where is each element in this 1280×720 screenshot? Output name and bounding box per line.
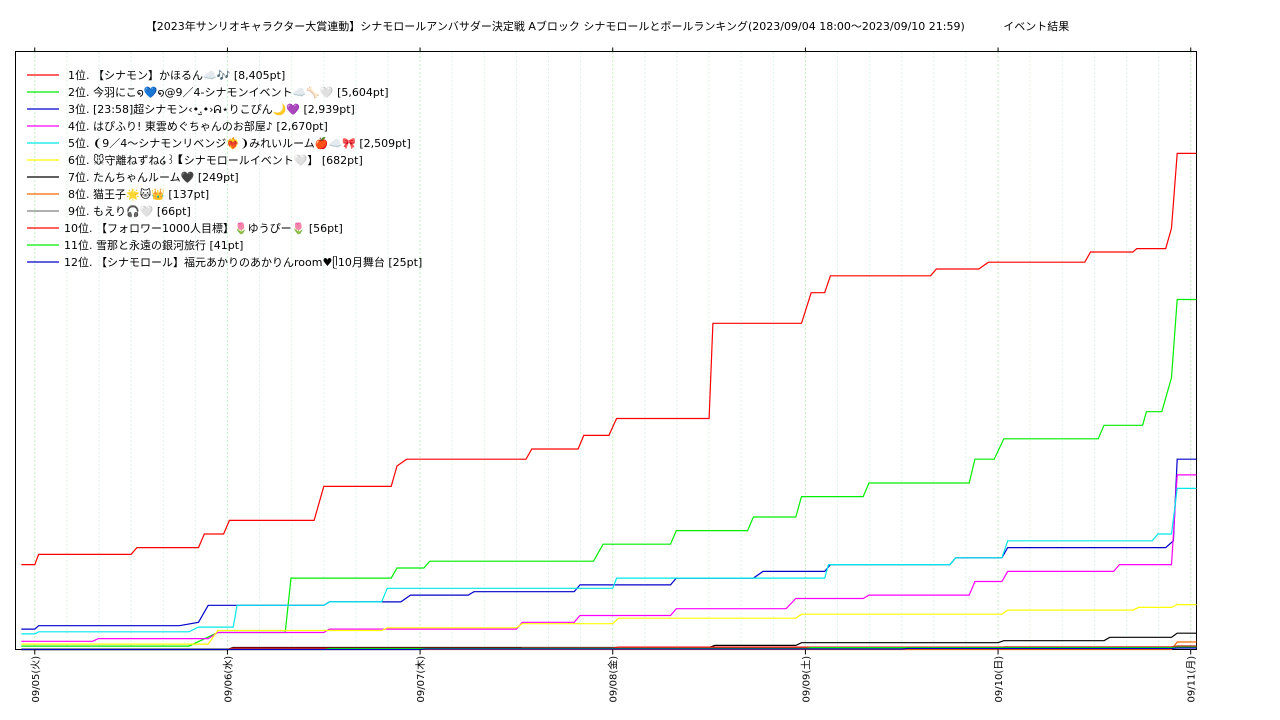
chart-title: 【2023年サンリオキャラクター大賞連動】シナモロールアンバサダー決定戦 Aブロ… — [145, 20, 965, 33]
x-tick-label: 09/05(火) — [30, 656, 42, 703]
series-line-12 — [21, 647, 1197, 651]
page-title: 【2023年サンリオキャラクター大賞連動】シナモロールアンバサダー決定戦 Aブロ… — [0, 18, 1215, 34]
series-line-2 — [21, 298, 1197, 647]
legend-label: 6位. 🐭守離ねずね໒꒱【シナモロールイベント🤍】 [682pt] — [68, 153, 363, 167]
legend-label: 12位. 【シナモロール】福元あかりのあかりんroom♥ᥫ10月舞台 [25pt… — [64, 255, 422, 269]
legend-label: 9位. もえり🎧🤍 [66pt] — [68, 204, 191, 218]
legend-label: 3位. [23:58]超シナモン‹•.̫•›ᕱ⋆りこぴん🌙💜 [2,939pt] — [68, 102, 355, 116]
legend-label: 10位. 【フォロワー1000人目標】🌷ゆうぴー🌷 [56pt] — [64, 221, 343, 235]
legend-label: 7位. たんちゃんルーム🖤 [249pt] — [68, 170, 239, 184]
x-tick-label: 09/11(月) — [1186, 656, 1198, 703]
series-line-1 — [21, 152, 1197, 566]
series-lines — [21, 152, 1197, 651]
series-line-3 — [21, 458, 1197, 630]
legend-label: 8位. 猫王子🌟🐱👑 [137pt] — [68, 187, 209, 201]
legend-label: 5位. ❨9／4〜シナモンリベンジ❤️‍🔥❩みれいルーム🍎☁️🎀 [2,509p… — [68, 136, 411, 150]
x-tick-label: 09/08(金) — [607, 656, 620, 703]
legend-label: 2位. 今羽にこ໑💙໑@9／4-シナモンイベント☁️🦴🤍 [5,604pt] — [68, 85, 388, 99]
legend-label: 11位. 雪那と永遠の銀河旅行 [41pt] — [64, 238, 243, 252]
chart-subtitle: イベント結果 — [1003, 20, 1070, 33]
legend: 1位. 【シナモン】かほるん☁️🎶 [8,405pt] 2位. 今羽にこ໑💙໑@9… — [27, 68, 422, 269]
series-line-5 — [21, 487, 1197, 635]
legend-label: 4位. はぴふり! 東雲めぐちゃんのお部屋♪ [2,670pt] — [68, 119, 328, 133]
series-line-6 — [21, 603, 1197, 645]
x-tick-label: 09/09(土) — [799, 656, 812, 703]
grid — [34, 52, 1192, 649]
plot-frame — [15, 51, 1197, 650]
x-tick-label: 09/07(木) — [415, 656, 427, 703]
legend-label: 1位. 【シナモン】かほるん☁️🎶 [8,405pt] — [68, 68, 285, 82]
series-line-4 — [21, 474, 1197, 642]
x-tick-label: 09/10(日) — [994, 656, 1005, 703]
x-tick-label: 09/06(水) — [222, 656, 234, 703]
x-axis-ticks: 09/05(火) 09/06(水) 09/07(木) 09/08(金) 09/09(土)… — [30, 47, 1198, 703]
